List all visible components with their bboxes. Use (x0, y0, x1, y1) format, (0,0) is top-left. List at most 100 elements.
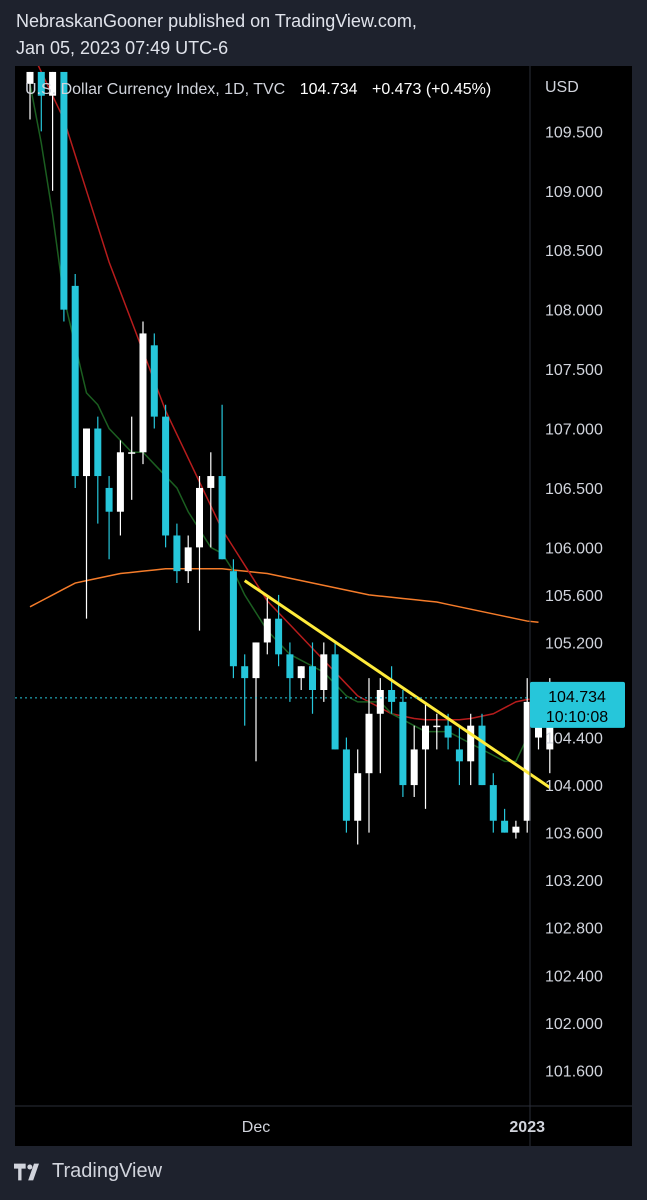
candle (410, 725, 418, 797)
ema-long-line (29, 568, 539, 623)
candle (354, 749, 362, 845)
candle-body (241, 666, 249, 679)
svg-text:U.S. Dollar Currency Index, 1D: U.S. Dollar Currency Index, 1D, TVC 104.… (25, 81, 491, 98)
candle (83, 428, 90, 619)
candle-body (94, 428, 102, 477)
y-tick-label: 102.800 (545, 921, 603, 938)
last-price-badge: 104.734 10:10:08 (530, 681, 625, 728)
candle (478, 713, 486, 786)
candle (94, 416, 102, 524)
candle (150, 333, 158, 429)
y-tick-label: 105.200 (545, 635, 603, 652)
candle-body (286, 654, 294, 679)
y-tick-label: 107.000 (545, 422, 603, 439)
candle-body (331, 654, 339, 750)
candle-body (49, 71, 57, 96)
candle (173, 523, 181, 584)
y-tick-label: 107.500 (545, 362, 603, 379)
candle-body (342, 749, 350, 821)
y-tick-label: 101.600 (545, 1063, 603, 1080)
candle (196, 476, 203, 631)
currency-label: USD (545, 79, 579, 96)
candle-body (173, 535, 181, 572)
candle-body (433, 725, 441, 728)
price-chart[interactable]: 109.500 109.000 108.500 108.000 107.500 107.0… (15, 66, 632, 1146)
candle-body (501, 820, 509, 833)
candle (207, 452, 215, 548)
candle-body (263, 618, 271, 643)
candle-body (388, 690, 396, 702)
publish-date: Jan 05, 2023 07:49 UTC-6 (16, 38, 229, 58)
y-tick-label: 106.500 (545, 481, 603, 498)
candle-body (309, 666, 316, 690)
y-tick-label: 106.000 (545, 540, 603, 557)
y-tick-label: 109.000 (545, 184, 603, 201)
candle-body (422, 725, 429, 750)
legend-change: +0.473 (+0.45%) (372, 81, 491, 98)
y-tick-label: 102.400 (545, 968, 603, 985)
candle (37, 71, 45, 132)
candle-body (26, 71, 34, 84)
candle-body (467, 725, 475, 762)
legend-symbol: U.S. Dollar Currency Index, 1D, TVC (25, 81, 285, 98)
footer-brand: TradingView (52, 1160, 163, 1182)
candle-body (218, 476, 226, 560)
candle (128, 416, 136, 500)
candle (229, 559, 237, 679)
candle-body (512, 826, 520, 833)
candle (512, 820, 520, 839)
moving-averages (29, 66, 539, 763)
candle-body (139, 333, 147, 453)
candle-body (60, 71, 68, 310)
candle-body (83, 428, 90, 477)
candle-body (207, 476, 215, 488)
candle (455, 725, 463, 786)
publisher-line: NebraskanGooner published on TradingView… (16, 11, 417, 31)
candle-body (196, 487, 203, 548)
legend-last: 104.734 (300, 81, 358, 98)
last-price-label: 104.734 (548, 689, 606, 706)
chart-frame[interactable]: 109.500 109.000 108.500 108.000 107.500 107.0… (15, 66, 632, 1146)
candle (116, 440, 124, 536)
candle (252, 642, 260, 762)
candle (422, 701, 429, 809)
y-tick-label: 104.000 (545, 778, 603, 795)
y-tick-label: 104.400 (545, 731, 603, 748)
candle (523, 678, 531, 833)
trendline[interactable] (243, 579, 551, 789)
candle (241, 654, 249, 726)
candle-body (354, 773, 362, 821)
candle (388, 666, 396, 714)
price-axis: 109.500 109.000 108.500 108.000 107.500 107.0… (545, 124, 603, 1080)
countdown-label: 10:10:08 (546, 709, 608, 726)
y-tick-label: 103.600 (545, 826, 603, 843)
candle-body (320, 654, 328, 690)
candle (184, 535, 192, 584)
candle (49, 71, 57, 191)
candle-body (523, 701, 531, 821)
candle-body (116, 452, 124, 512)
chart-legend: U.S. Dollar Currency Index, 1D, TVC 104.… (25, 81, 491, 98)
tradingview-logo-icon (14, 1163, 39, 1180)
trendline-layer (243, 579, 551, 789)
time-axis: Dec 2023 (242, 1119, 545, 1136)
y-tick-label: 109.500 (545, 124, 603, 141)
candle-body (105, 487, 113, 512)
candle (286, 642, 294, 702)
candle (297, 666, 305, 690)
candle-body (71, 285, 79, 477)
candle (399, 690, 407, 797)
candle (467, 713, 475, 786)
publisher-header: NebraskanGooner published on TradingView… (16, 8, 417, 62)
candle-body (410, 749, 418, 786)
candle-body (376, 690, 384, 714)
candle-body (37, 71, 45, 96)
candle-body (150, 345, 158, 417)
candle (105, 476, 113, 560)
candles (26, 71, 554, 845)
candle-body (455, 749, 463, 762)
candle (218, 404, 226, 560)
ema-mid-line (37, 66, 539, 721)
candle (365, 678, 373, 833)
y-tick-label: 105.600 (545, 588, 603, 605)
